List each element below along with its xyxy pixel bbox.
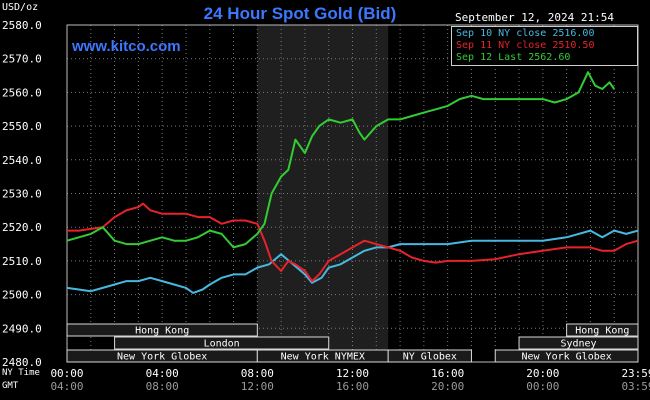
y-tick-label: 2500.0	[2, 289, 42, 302]
timestamp: September 12, 2024 21:54	[455, 11, 614, 24]
y-axis-unit: USD/oz	[2, 2, 39, 13]
x-tick-label-gmt: 16:00	[336, 380, 369, 393]
session-label: Hong Kong	[135, 326, 189, 337]
session-box	[66, 323, 258, 337]
series-line-0	[66, 229, 639, 294]
session-label: Sydney	[560, 339, 596, 350]
x-tick-label-ny: 16:00	[431, 367, 464, 380]
session-label: New York NYMEX	[281, 352, 365, 363]
x-tick-label-gmt: 00:00	[526, 380, 559, 393]
legend-item-sep11: Sep 11 NY close 2510.50	[456, 40, 595, 51]
x-tick-label-gmt: 03:59	[621, 380, 650, 393]
session-label: New York Globex	[117, 352, 207, 363]
grid-lines	[66, 24, 639, 363]
x-tick-label-ny: 20:00	[526, 367, 559, 380]
x-tick-label-ny: 04:00	[146, 367, 179, 380]
x-tick-label-ny: 08:00	[241, 367, 274, 380]
nymex-shade	[257, 25, 389, 362]
series-line-2	[66, 71, 616, 249]
y-tick-label: 2490.0	[2, 322, 42, 335]
session-label: New York Globex	[521, 352, 611, 363]
x-tick-label-gmt: 04:00	[50, 380, 83, 393]
y-tick-label: 2510.0	[2, 255, 42, 268]
y-tick-label: 2570.0	[2, 53, 42, 66]
x-tick-label-ny: 23:59	[621, 367, 650, 380]
legend-item-sep12: Sep 12 Last 2562.60	[456, 52, 571, 63]
y-tick-label: 2530.0	[2, 188, 42, 201]
series-line-1	[67, 202, 639, 283]
session-box	[518, 336, 639, 350]
nymex-session-shade	[257, 25, 389, 362]
y-tick-label: 2480.0	[2, 356, 42, 369]
x-tick-label-gmt: 12:00	[241, 380, 274, 393]
x-tick-label-ny: 00:00	[50, 367, 83, 380]
gmt-label: GMT	[2, 381, 19, 391]
session-box	[566, 323, 639, 337]
legend-item-sep10: Sep 10 NY close 2516.00	[456, 28, 595, 39]
ny-time-label: NY Time	[2, 368, 40, 378]
y-tick-label: 2520.0	[2, 221, 42, 234]
price-series	[66, 71, 639, 294]
y-tick-label: 2540.0	[2, 154, 42, 167]
y-tick-label: 2560.0	[2, 86, 42, 99]
chart-legend: Sep 10 NY close 2516.00 Sep 11 NY close …	[451, 26, 638, 66]
x-tick-label-ny: 12:00	[336, 367, 369, 380]
session-label: London	[204, 339, 240, 350]
session-box	[387, 349, 472, 363]
session-box	[114, 336, 330, 350]
x-tick-label-gmt: 08:00	[146, 380, 179, 393]
session-label: Hong Kong	[575, 326, 629, 337]
x-tick-label-gmt: 20:00	[431, 380, 464, 393]
site-watermark[interactable]: www.kitco.com	[72, 38, 181, 55]
y-tick-label: 2580.0	[2, 19, 42, 32]
x-axis-ticks: 00:0004:0008:0012:0016:0020:0023:5904:00…	[50, 367, 650, 393]
chart-title: 24 Hour Spot Gold (Bid)	[203, 4, 397, 23]
y-tick-label: 2550.0	[2, 120, 42, 133]
trading-sessions: Hong Kong London New York Globex New York N…	[66, 323, 639, 363]
y-axis-ticks: 2580.0 2570.0 2560.0 2550.0 2540.0 2530.0 2520…	[2, 19, 42, 369]
session-box	[494, 349, 639, 363]
session-label: NY Globex	[403, 352, 457, 363]
